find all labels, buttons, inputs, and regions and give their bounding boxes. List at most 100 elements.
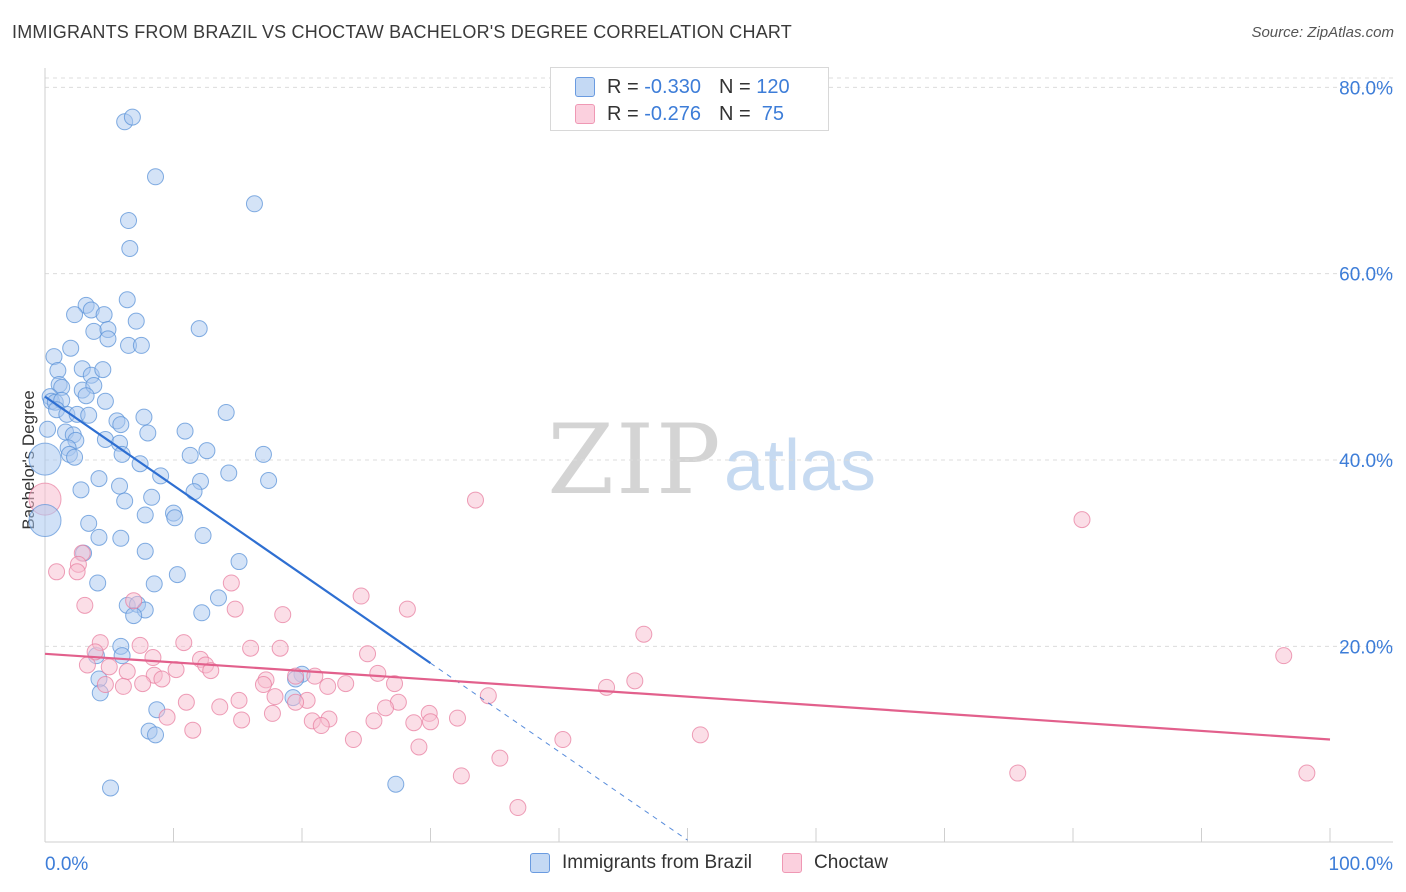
legend-n-value: 75 [756, 102, 785, 125]
choctaw-point [386, 675, 404, 693]
choctaw-point [202, 662, 220, 680]
choctaw-point [144, 649, 162, 667]
choctaw-point [1009, 764, 1027, 782]
choctaw-point [175, 634, 193, 652]
brazil-point [254, 445, 272, 463]
choctaw-point [266, 688, 284, 706]
legend-n-value: 120 [756, 75, 790, 98]
brazil-point [99, 330, 117, 348]
choctaw-point [377, 699, 395, 717]
brazil-point [125, 607, 143, 625]
choctaw-point [598, 678, 616, 696]
choctaw-point [1298, 764, 1316, 782]
choctaw-point [274, 606, 292, 624]
choctaw-point [226, 600, 244, 618]
choctaw-point [134, 675, 152, 693]
brazil-point [95, 306, 113, 324]
choctaw-point [263, 704, 281, 722]
choctaw-point [398, 600, 416, 618]
choctaw-point [352, 587, 370, 605]
brazil-point [90, 470, 108, 488]
legend-r-label: R = [607, 75, 645, 98]
legend-swatch-brazil [575, 77, 595, 97]
brazil-point [209, 589, 227, 607]
brazil-point [111, 477, 129, 495]
legend-r-value: -0.330 [644, 75, 701, 98]
choctaw-point [691, 726, 709, 744]
bottom-legend-brazil: Immigrants from Brazil [530, 852, 752, 874]
legend-row-choctaw: R = -0.276 N = 75 [575, 102, 784, 126]
brazil-point [96, 392, 114, 410]
choctaw-point [554, 731, 572, 749]
choctaw-point [344, 731, 362, 749]
brazil-point [143, 488, 161, 506]
choctaw-point [131, 636, 149, 654]
choctaw-point [233, 711, 251, 729]
brazil-point [198, 442, 216, 460]
legend: R = -0.330 N = 120 R = -0.276 N = 75 [550, 67, 829, 131]
legend-n-label: N = [718, 75, 757, 98]
brazil-point [80, 514, 98, 532]
choctaw-point [491, 749, 509, 767]
choctaw-point [405, 714, 423, 732]
choctaw-point [1073, 511, 1091, 529]
brazil-point [66, 306, 84, 324]
brazil-point [194, 526, 212, 544]
choctaw-point [76, 596, 94, 614]
brazil-point [190, 320, 208, 338]
choctaw-point [100, 658, 118, 676]
y-tick-label: 20.0% [1339, 637, 1393, 658]
choctaw-point [125, 592, 143, 610]
choctaw-point [422, 713, 439, 731]
choctaw-point [230, 691, 248, 709]
brazil-point [245, 195, 263, 213]
choctaw-point [479, 687, 497, 705]
legend-r-value: -0.276 [644, 102, 701, 125]
brazil-point [260, 471, 278, 489]
brazil-point [168, 566, 186, 584]
choctaw-point [287, 667, 305, 685]
choctaw-point [211, 698, 229, 716]
large-point [28, 442, 62, 476]
brazil-point [66, 448, 84, 466]
choctaw-point [242, 639, 260, 657]
choctaw-point [48, 563, 66, 581]
bottom-legend-label-choctaw: Choctaw [814, 852, 888, 873]
brazil-point [123, 108, 141, 126]
brazil-point [39, 420, 57, 438]
brazil-point [147, 726, 165, 744]
bottom-legend: Immigrants from Brazil Choctaw [530, 852, 918, 874]
choctaw-point [114, 677, 132, 695]
brazil-point [166, 509, 184, 527]
brazil-point [145, 575, 163, 593]
brazil-point [90, 528, 108, 546]
choctaw-point [96, 676, 114, 694]
choctaw-point [254, 676, 272, 694]
bottom-legend-swatch-brazil [530, 853, 550, 873]
brazil-point [112, 416, 130, 434]
brazil-point [77, 387, 95, 405]
choctaw-point [1275, 647, 1293, 665]
choctaw-point [158, 708, 176, 726]
brazil-point [139, 424, 157, 442]
choctaw-point [365, 712, 383, 730]
legend-row-brazil: R = -0.330 N = 120 [575, 75, 790, 99]
brazil-point [136, 506, 154, 524]
brazil-point [72, 481, 90, 499]
choctaw-point [222, 574, 240, 592]
choctaw-point [287, 693, 305, 711]
choctaw-point [319, 677, 337, 695]
brazil-point [121, 240, 139, 258]
choctaw-point [509, 799, 527, 817]
bottom-legend-label-brazil: Immigrants from Brazil [562, 852, 753, 873]
legend-swatch-choctaw [575, 104, 595, 124]
brazil-point [176, 422, 194, 440]
brazil-point [135, 408, 153, 426]
brazil-point [220, 464, 238, 482]
choctaw-point [369, 664, 387, 682]
watermark-atlas: atlas [724, 426, 876, 506]
brazil-point [181, 446, 199, 464]
choctaw-point [184, 721, 202, 739]
chart-title: IMMIGRANTS FROM BRAZIL VS CHOCTAW BACHEL… [12, 22, 792, 42]
choctaw-point [626, 672, 644, 690]
